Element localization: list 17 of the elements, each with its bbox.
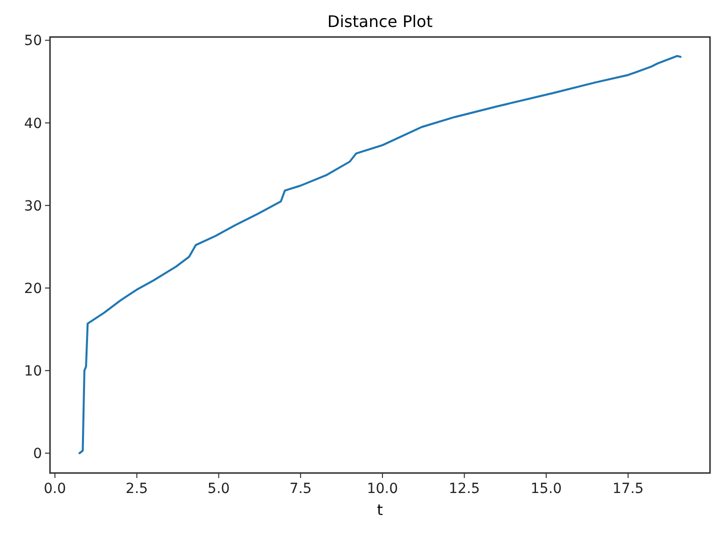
y-tick-label: 0 <box>33 446 42 462</box>
x-tick-label: 10.0 <box>366 481 398 497</box>
y-tick-label: 10 <box>24 364 42 380</box>
y-tick-label: 40 <box>24 116 42 132</box>
x-tick-label: 15.0 <box>530 481 562 497</box>
y-tick-label: 30 <box>24 198 42 214</box>
x-axis-title: t <box>377 501 384 519</box>
x-tick-label: 12.5 <box>448 481 480 497</box>
x-tick-label: 7.5 <box>289 481 312 497</box>
x-tick-label: 5.0 <box>208 481 230 497</box>
y-tick-label: 50 <box>24 33 42 50</box>
chart-title: Distance Plot <box>327 12 433 31</box>
x-tick-label: 0.0 <box>44 481 66 497</box>
x-tick-label: 17.5 <box>612 481 644 497</box>
y-tick-label: 20 <box>24 280 42 297</box>
x-tick-label: 2.5 <box>126 481 148 497</box>
line-series <box>78 54 682 454</box>
